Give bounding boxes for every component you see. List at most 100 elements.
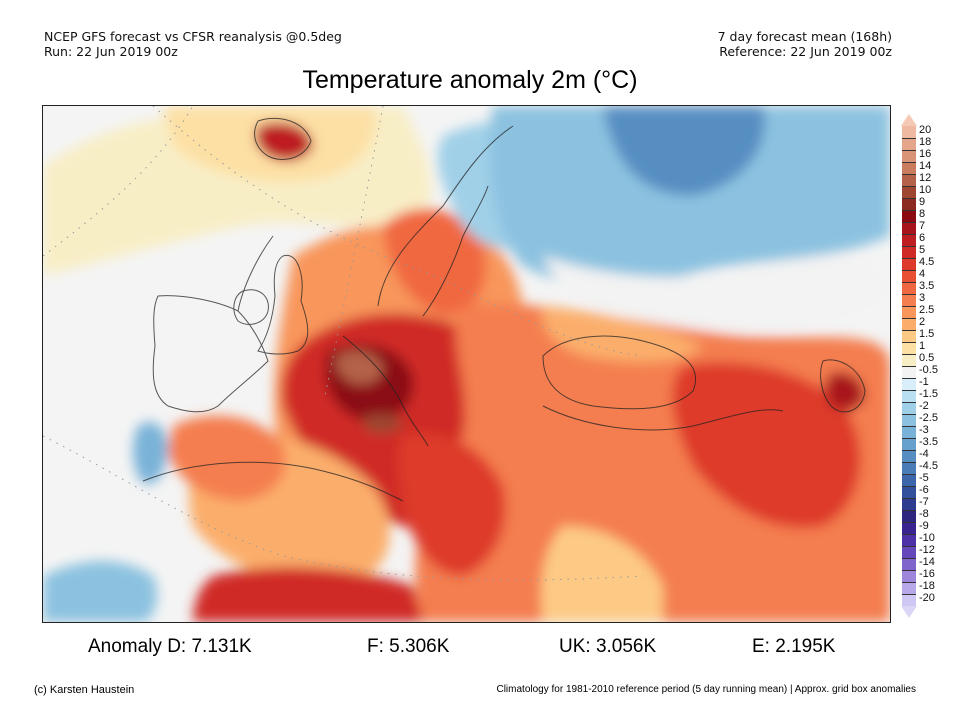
colorbar-tick-label: -2.5 (919, 412, 938, 424)
caucasus-hot (672, 362, 861, 528)
colorbar-tick-label: 9 (919, 196, 926, 208)
colorbar-bin (902, 462, 916, 474)
climatology-note: Climatology for 1981-2010 reference peri… (496, 684, 916, 695)
colorbar-tick-label: -20 (919, 592, 935, 604)
stat-spain: E: 2.195K (752, 636, 836, 657)
forecast-period: 7 day forecast mean (168h) (717, 29, 892, 44)
norway-coast (377, 125, 514, 307)
run-time: Run: 22 Jun 2019 00z (44, 44, 178, 59)
france-coast (237, 235, 274, 312)
colorbar-tick-label: 14 (919, 160, 932, 172)
ireland-coast (233, 289, 269, 325)
colorbar-bin (902, 450, 916, 462)
colorbar-tick-label: -3.5 (919, 436, 938, 448)
levant-light (541, 526, 663, 622)
colorbar-tick-label: -18 (919, 580, 935, 592)
colorbar-bin (902, 390, 916, 402)
colorbar-bin (902, 402, 916, 414)
colorbar-bin (902, 594, 916, 606)
colorbar-tick-label: 0.5 (919, 352, 935, 364)
graticule (43, 106, 644, 581)
colorbar-tick-label: -10 (919, 532, 935, 544)
reference-time: Reference: 22 Jun 2019 00z (719, 44, 892, 59)
header-right: 7 day forecast mean (168h) Reference: 22… (718, 29, 892, 59)
caspian-coast (820, 359, 866, 413)
colorbar-bin (902, 126, 916, 138)
colorbar-bin (902, 546, 916, 558)
colorbar-bin (902, 270, 916, 282)
colorbar-tick-label: -0.5 (919, 364, 938, 376)
colorbar-bin (902, 558, 916, 570)
caspian-hot (825, 372, 865, 411)
colorbar-bin (902, 306, 916, 318)
colorbar-bin (902, 438, 916, 450)
alps-peak (363, 414, 403, 434)
sweden-coast (422, 185, 489, 317)
colorbar-tick-label: 2.5 (919, 304, 935, 316)
colorbar-extend-bottom (901, 606, 917, 618)
copyright: (c) Karsten Haustein (34, 684, 135, 696)
colorbar-tick-label: 1.5 (919, 328, 935, 340)
colorbar-tick-label: -1.5 (919, 388, 938, 400)
colorbar-bin (902, 258, 916, 270)
colorbar-tick-label: -4 (919, 448, 929, 460)
colorbar-tick-label: 20 (919, 124, 932, 136)
colorbar-bin (902, 426, 916, 438)
colorbar-bin (902, 366, 916, 378)
colorbar-tick-label: -3 (919, 424, 929, 436)
graticule-line (43, 435, 644, 581)
portugal-cool (133, 422, 168, 485)
map-title: Temperature anomaly 2m (°C) (302, 66, 638, 94)
map-panel (42, 105, 891, 623)
colorbar-bin (902, 138, 916, 150)
colorbar-bin (902, 522, 916, 534)
scandinavia-warm (383, 208, 486, 316)
colorbar-bin (902, 234, 916, 246)
colorbar-bin (902, 174, 916, 186)
colorbar-bin (902, 342, 916, 354)
ukraine-light (542, 306, 703, 363)
italy-coast (342, 335, 429, 447)
coastlines (142, 117, 866, 502)
model-description: NCEP GFS forecast vs CFSR reanalysis @0.… (44, 29, 342, 44)
colorbar-tick-label: 12 (919, 172, 932, 184)
colorbar-tick-label: 16 (919, 148, 932, 160)
colorbar-bin (902, 414, 916, 426)
colorbar-tick-label: -1 (919, 376, 929, 388)
colorbar-tick-label: -14 (919, 556, 935, 568)
anomaly-map (43, 106, 890, 622)
colorbar-tick-label: 10 (919, 184, 932, 196)
colorbar-bin (902, 282, 916, 294)
colorbar-bin (902, 186, 916, 198)
colorbar-tick-label: -2 (919, 400, 929, 412)
colorbar-tick-label: 1 (919, 340, 926, 352)
iberia-coast (152, 295, 269, 413)
russia-neutral-belt (543, 256, 890, 330)
stat-uk: UK: 3.056K (559, 636, 657, 657)
colorbar-tick-label: 8 (919, 208, 926, 220)
colorbar-bin (902, 570, 916, 582)
benelux-peak (336, 350, 383, 385)
colorbar-bin (902, 486, 916, 498)
colorbar-bin (902, 294, 916, 306)
graticule-line (152, 106, 644, 357)
iceland-hot-spot (255, 122, 313, 162)
russia-cold (489, 106, 890, 292)
header-left: NCEP GFS forecast vs CFSR reanalysis @0.… (44, 29, 342, 59)
colorbar-tick-label: -7 (919, 496, 929, 508)
colorbar-tick-label: -6 (919, 484, 929, 496)
north-africa-coast (142, 461, 404, 502)
colorbar-tick-label: -4.5 (919, 460, 938, 472)
colorbar-bin (902, 582, 916, 594)
colorbar-bin (902, 210, 916, 222)
colorbar-bin (902, 150, 916, 162)
colorbar-tick-label: 7 (919, 220, 926, 232)
uk-coast (257, 254, 309, 355)
colorbar-tick-label: 18 (919, 136, 932, 148)
colorbar-bin (902, 246, 916, 258)
colorbar-bin (902, 198, 916, 210)
colorbar-legend: 20 18 16 14 12 10 9 8 7 6 5 4.5 4 3.5 3 2.5 2 1.5 1 0.5 -0.5… (898, 114, 958, 618)
spain-warm (168, 415, 286, 501)
russia-very-cold (603, 106, 765, 196)
colorbar-tick-label: 5 (919, 244, 926, 256)
